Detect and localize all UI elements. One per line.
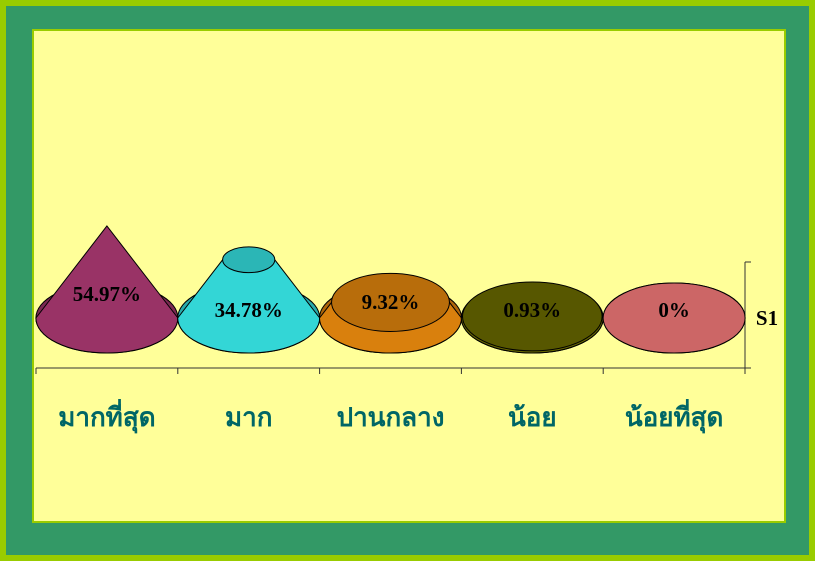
series-label: S1 xyxy=(756,306,778,330)
cone xyxy=(177,259,321,354)
category-label: น้อย xyxy=(508,403,557,432)
cone xyxy=(35,225,179,354)
value-label: 0.93% xyxy=(503,298,561,322)
cone-top xyxy=(222,246,276,274)
category-label: มาก xyxy=(225,403,272,432)
value-label: 34.78% xyxy=(215,298,283,322)
cone-top xyxy=(462,281,603,352)
cone-top xyxy=(331,272,450,332)
category-label: มากที่สุด xyxy=(58,398,155,434)
category-label: น้อยที่สุด xyxy=(625,398,724,434)
category-label: ปานกลาง xyxy=(337,403,445,432)
cone xyxy=(602,282,746,354)
value-label: 54.97% xyxy=(73,282,141,306)
value-label: 9.32% xyxy=(362,290,420,314)
value-label: 0% xyxy=(658,298,690,322)
